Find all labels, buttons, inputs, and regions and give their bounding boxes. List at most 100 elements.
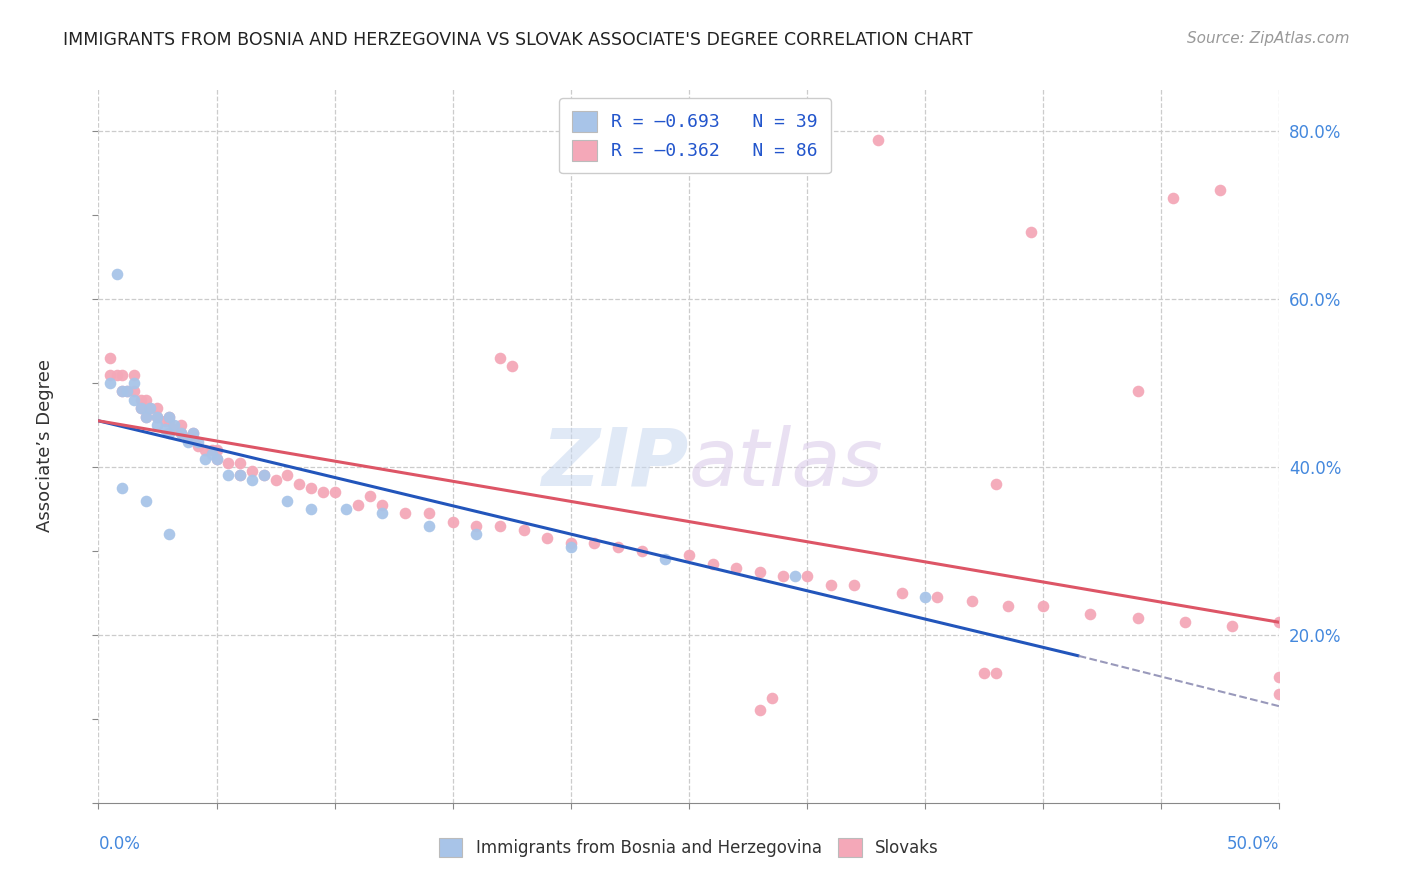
- Text: Associate’s Degree: Associate’s Degree: [37, 359, 55, 533]
- Point: [205, 443, 228, 458]
- Point: [1032, 599, 1054, 613]
- Point: [796, 569, 818, 583]
- Point: [1209, 183, 1232, 197]
- Point: [1268, 687, 1291, 701]
- Point: [146, 401, 169, 416]
- Point: [98, 368, 121, 382]
- Point: [240, 473, 263, 487]
- Point: [418, 506, 440, 520]
- Point: [181, 426, 204, 441]
- Point: [135, 409, 157, 424]
- Point: [135, 392, 157, 407]
- Point: [925, 590, 948, 604]
- Point: [1126, 384, 1149, 399]
- Text: 50.0%: 50.0%: [1227, 835, 1279, 853]
- Point: [276, 493, 298, 508]
- Point: [146, 409, 169, 424]
- Point: [973, 665, 995, 680]
- Text: atlas: atlas: [689, 425, 884, 503]
- Point: [157, 414, 180, 428]
- Point: [984, 476, 1007, 491]
- Point: [844, 577, 866, 591]
- Point: [146, 417, 169, 432]
- Point: [1220, 619, 1243, 633]
- Point: [205, 451, 228, 466]
- Point: [748, 565, 770, 579]
- Point: [98, 351, 121, 365]
- Point: [276, 468, 298, 483]
- Point: [135, 493, 157, 508]
- Point: [194, 451, 217, 466]
- Point: [489, 518, 512, 533]
- Point: [761, 690, 783, 705]
- Point: [253, 468, 276, 483]
- Point: [105, 267, 128, 281]
- Point: [240, 464, 263, 478]
- Point: [205, 451, 228, 466]
- Point: [115, 384, 138, 399]
- Point: [111, 368, 134, 382]
- Text: 0.0%: 0.0%: [98, 835, 141, 853]
- Point: [129, 392, 152, 407]
- Point: [607, 540, 630, 554]
- Text: IMMIGRANTS FROM BOSNIA AND HERZEGOVINA VS SLOVAK ASSOCIATE'S DEGREE CORRELATION : IMMIGRANTS FROM BOSNIA AND HERZEGOVINA V…: [63, 31, 973, 49]
- Point: [678, 548, 700, 562]
- Point: [1268, 615, 1291, 630]
- Point: [299, 502, 322, 516]
- Point: [785, 569, 807, 583]
- Point: [187, 434, 209, 449]
- Point: [217, 456, 239, 470]
- Point: [312, 485, 335, 500]
- Point: [177, 434, 200, 449]
- Point: [111, 481, 134, 495]
- Point: [630, 544, 652, 558]
- Point: [157, 409, 180, 424]
- Legend: Immigrants from Bosnia and Herzegovina, Slovaks: Immigrants from Bosnia and Herzegovina, …: [430, 830, 948, 866]
- Point: [201, 443, 224, 458]
- Point: [157, 426, 180, 441]
- Point: [347, 498, 370, 512]
- Point: [122, 392, 145, 407]
- Point: [820, 577, 842, 591]
- Point: [181, 426, 204, 441]
- Point: [465, 527, 488, 541]
- Point: [323, 485, 346, 500]
- Point: [418, 518, 440, 533]
- Point: [583, 535, 606, 549]
- Point: [335, 502, 357, 516]
- Point: [264, 473, 287, 487]
- Point: [654, 552, 676, 566]
- Point: [129, 401, 152, 416]
- Point: [146, 409, 169, 424]
- Point: [122, 368, 145, 382]
- Point: [866, 132, 889, 146]
- Point: [163, 422, 186, 436]
- Point: [489, 351, 512, 365]
- Point: [1126, 611, 1149, 625]
- Point: [111, 384, 134, 399]
- Point: [122, 384, 145, 399]
- Point: [181, 431, 204, 445]
- Point: [962, 594, 984, 608]
- Point: [187, 439, 209, 453]
- Point: [772, 569, 794, 583]
- Point: [153, 414, 176, 428]
- Point: [111, 384, 134, 399]
- Point: [139, 401, 162, 416]
- Point: [153, 422, 176, 436]
- Point: [288, 476, 311, 491]
- Point: [1174, 615, 1197, 630]
- Point: [98, 376, 121, 390]
- Point: [890, 586, 912, 600]
- Point: [702, 557, 724, 571]
- Point: [1080, 607, 1102, 621]
- Point: [170, 426, 193, 441]
- Point: [157, 409, 180, 424]
- Point: [157, 527, 180, 541]
- Point: [371, 498, 394, 512]
- Point: [560, 540, 582, 554]
- Point: [394, 506, 416, 520]
- Point: [914, 590, 936, 604]
- Point: [122, 376, 145, 390]
- Point: [177, 431, 200, 445]
